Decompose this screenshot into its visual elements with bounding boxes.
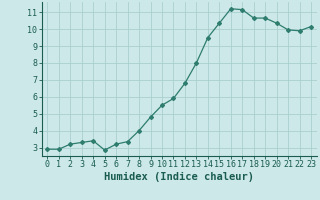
X-axis label: Humidex (Indice chaleur): Humidex (Indice chaleur) (104, 172, 254, 182)
